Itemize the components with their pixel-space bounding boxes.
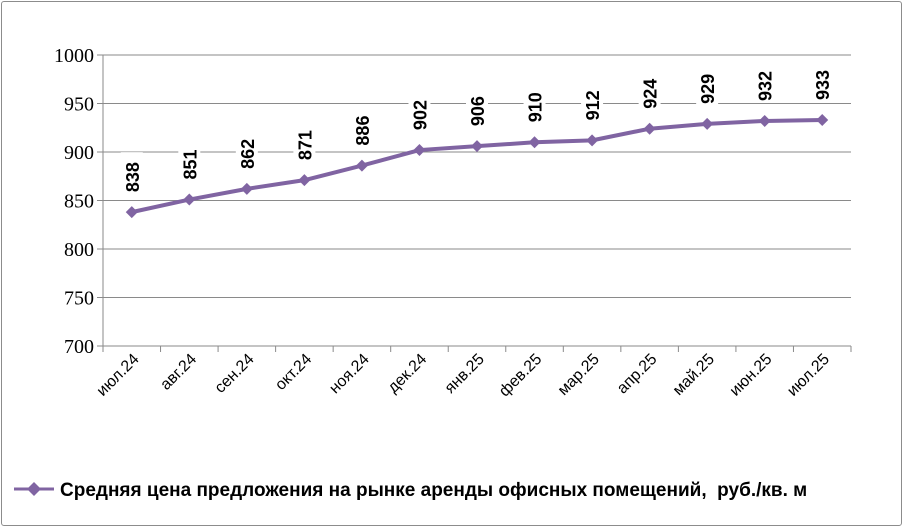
data-point-marker [528, 136, 541, 149]
data-point-marker [240, 182, 253, 195]
x-tick-label: апр.25 [614, 351, 661, 398]
data-label: 910 [526, 92, 546, 122]
data-point-marker [355, 159, 368, 172]
y-tick-label: 700 [64, 336, 94, 358]
data-label: 838 [123, 162, 143, 192]
data-point-marker [183, 193, 196, 206]
y-tick-label: 750 [64, 288, 94, 310]
y-axis-ticks: 700 750 800 850 900 950 1000 [54, 45, 94, 358]
series-line [125, 113, 829, 219]
x-tick-label: янв.25 [442, 351, 488, 397]
data-label: 862 [238, 139, 258, 169]
legend-marker-icon [27, 482, 41, 496]
data-label: 886 [353, 116, 373, 146]
data-label: 902 [410, 100, 430, 130]
x-tick-label: авг.24 [157, 351, 200, 394]
data-label-background [178, 139, 201, 182]
data-label-background [293, 120, 316, 163]
data-label-background [811, 59, 834, 102]
x-tick-label: сен.24 [212, 351, 258, 397]
x-tick-label: мар.25 [555, 351, 603, 399]
data-point-marker [413, 144, 426, 157]
axes [97, 54, 852, 352]
x-tick-label: июл.25 [784, 351, 833, 400]
y-tick-label: 800 [64, 239, 94, 261]
data-label: 912 [583, 90, 603, 120]
data-label-background [638, 68, 661, 111]
x-tick-label: окт.24 [272, 351, 315, 394]
x-tick-label: ноя.24 [326, 351, 372, 397]
data-point-marker [125, 206, 138, 219]
data-label: 851 [180, 149, 200, 179]
y-tick-label: 950 [64, 94, 94, 116]
data-label: 871 [295, 130, 315, 160]
data-label-background [581, 80, 604, 123]
data-point-marker [643, 122, 656, 135]
data-label-background [466, 86, 488, 129]
data-point-marker [471, 140, 483, 153]
x-axis-ticks: июл.24 авг.24 сен.24 окт.24 ноя.24 дек.24 янв.… [94, 351, 833, 400]
legend-label: Средняя цена предложения на рынке аренды… [60, 480, 807, 501]
data-label-background [408, 90, 431, 133]
data-label-background [753, 60, 776, 103]
data-point-marker [701, 117, 714, 130]
x-tick-label: июн.25 [727, 351, 776, 400]
data-label-background [696, 63, 719, 106]
data-label-background [235, 128, 258, 171]
x-tick-label: дек.24 [385, 351, 431, 397]
data-label: 933 [813, 70, 833, 100]
x-tick-label: июл.24 [94, 351, 143, 400]
y-tick-label: 850 [64, 191, 94, 213]
x-tick-label: фев.25 [496, 351, 545, 400]
data-point-marker [586, 134, 599, 147]
y-tick-label: 900 [64, 142, 94, 164]
data-point-marker [816, 113, 829, 126]
x-tick-label: май.25 [670, 351, 718, 399]
data-label: 929 [698, 74, 718, 104]
data-label: 924 [641, 79, 661, 109]
data-labels: 838 851 862 871 886 902 906 910 912 924 929 932 933 [120, 59, 834, 195]
data-label-background [350, 105, 373, 148]
data-label-background [120, 152, 143, 195]
y-tick-label: 1000 [54, 45, 94, 67]
data-label: 906 [468, 96, 488, 126]
data-point-marker [298, 174, 311, 187]
legend: Средняя цена предложения на рынке аренды… [14, 480, 807, 501]
data-label-background [523, 82, 546, 125]
data-label: 932 [756, 71, 776, 101]
data-point-marker [758, 114, 771, 127]
series-polyline [131, 117, 823, 215]
